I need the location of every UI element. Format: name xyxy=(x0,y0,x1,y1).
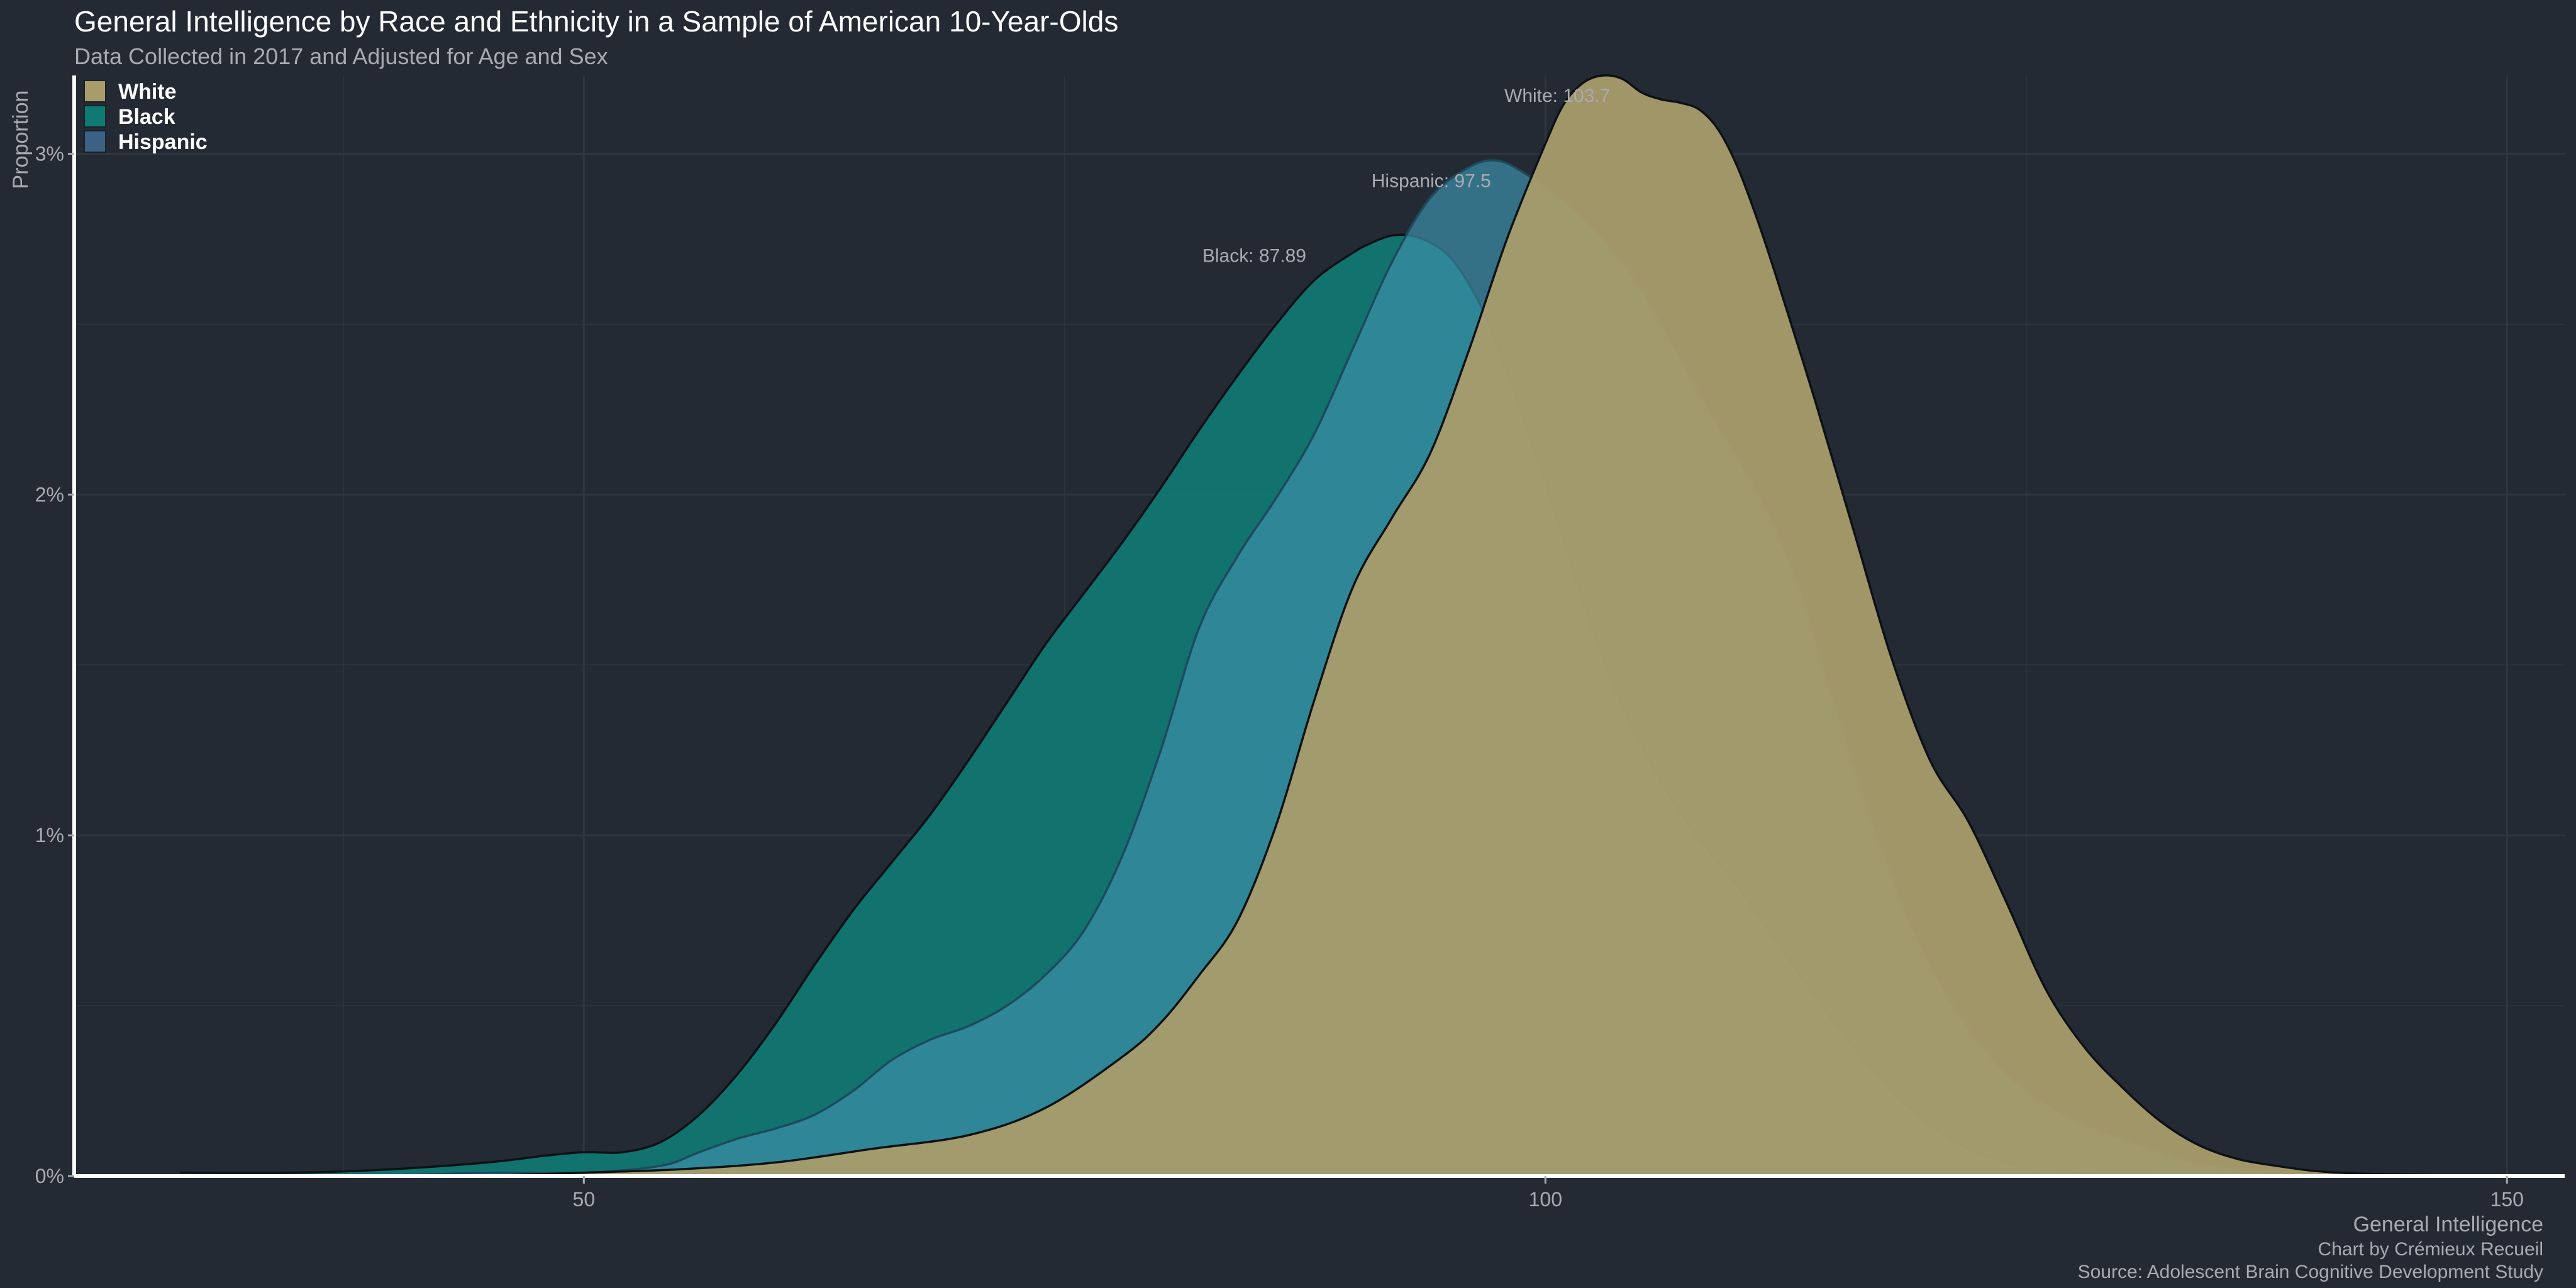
legend-swatch-hispanic xyxy=(84,130,106,153)
x-axis-label: General Intelligence xyxy=(2353,1213,2543,1236)
density-areas xyxy=(180,74,2507,1177)
y-axis-ticks: 0% 1% 2% 3% xyxy=(35,143,74,1187)
density-area-white xyxy=(487,75,2507,1176)
legend-label-hispanic: Hispanic xyxy=(118,130,208,154)
chart-credit: Chart by Crémieux Recueil xyxy=(2318,1239,2543,1260)
density-outline-white xyxy=(487,74,2507,1177)
mean-label-white: White: 103.7 xyxy=(1504,86,1610,106)
chart-subtitle: Data Collected in 2017 and Adjusted for … xyxy=(74,43,608,69)
chart-source: Source: Adolescent Brain Cognitive Devel… xyxy=(2078,1262,2543,1282)
legend-swatch-white xyxy=(84,80,106,103)
x-tick-label-150: 150 xyxy=(2490,1188,2524,1211)
legend-label-black: Black xyxy=(118,105,175,129)
x-axis-ticks: 50 100 150 xyxy=(573,1176,2524,1211)
y-tick-label-3: 3% xyxy=(35,143,64,165)
chart-title: General Intelligence by Race and Ethnici… xyxy=(74,5,1118,38)
y-axis-label: Proportion xyxy=(9,91,33,189)
mean-label-hispanic: Hispanic: 97.5 xyxy=(1372,170,1491,191)
legend-label-white: White xyxy=(118,80,177,104)
y-tick-label-2: 2% xyxy=(35,483,64,506)
y-tick-label-1: 1% xyxy=(35,824,64,847)
x-tick-label-50: 50 xyxy=(573,1188,596,1211)
legend-swatch-black xyxy=(84,105,106,128)
mean-label-black: Black: 87.89 xyxy=(1202,246,1306,267)
x-tick-label-100: 100 xyxy=(1529,1188,1562,1211)
mean-labels: Black: 87.89 Hispanic: 97.5 White: 103.7 xyxy=(1202,86,1611,267)
y-tick-label-0: 0% xyxy=(35,1165,64,1187)
